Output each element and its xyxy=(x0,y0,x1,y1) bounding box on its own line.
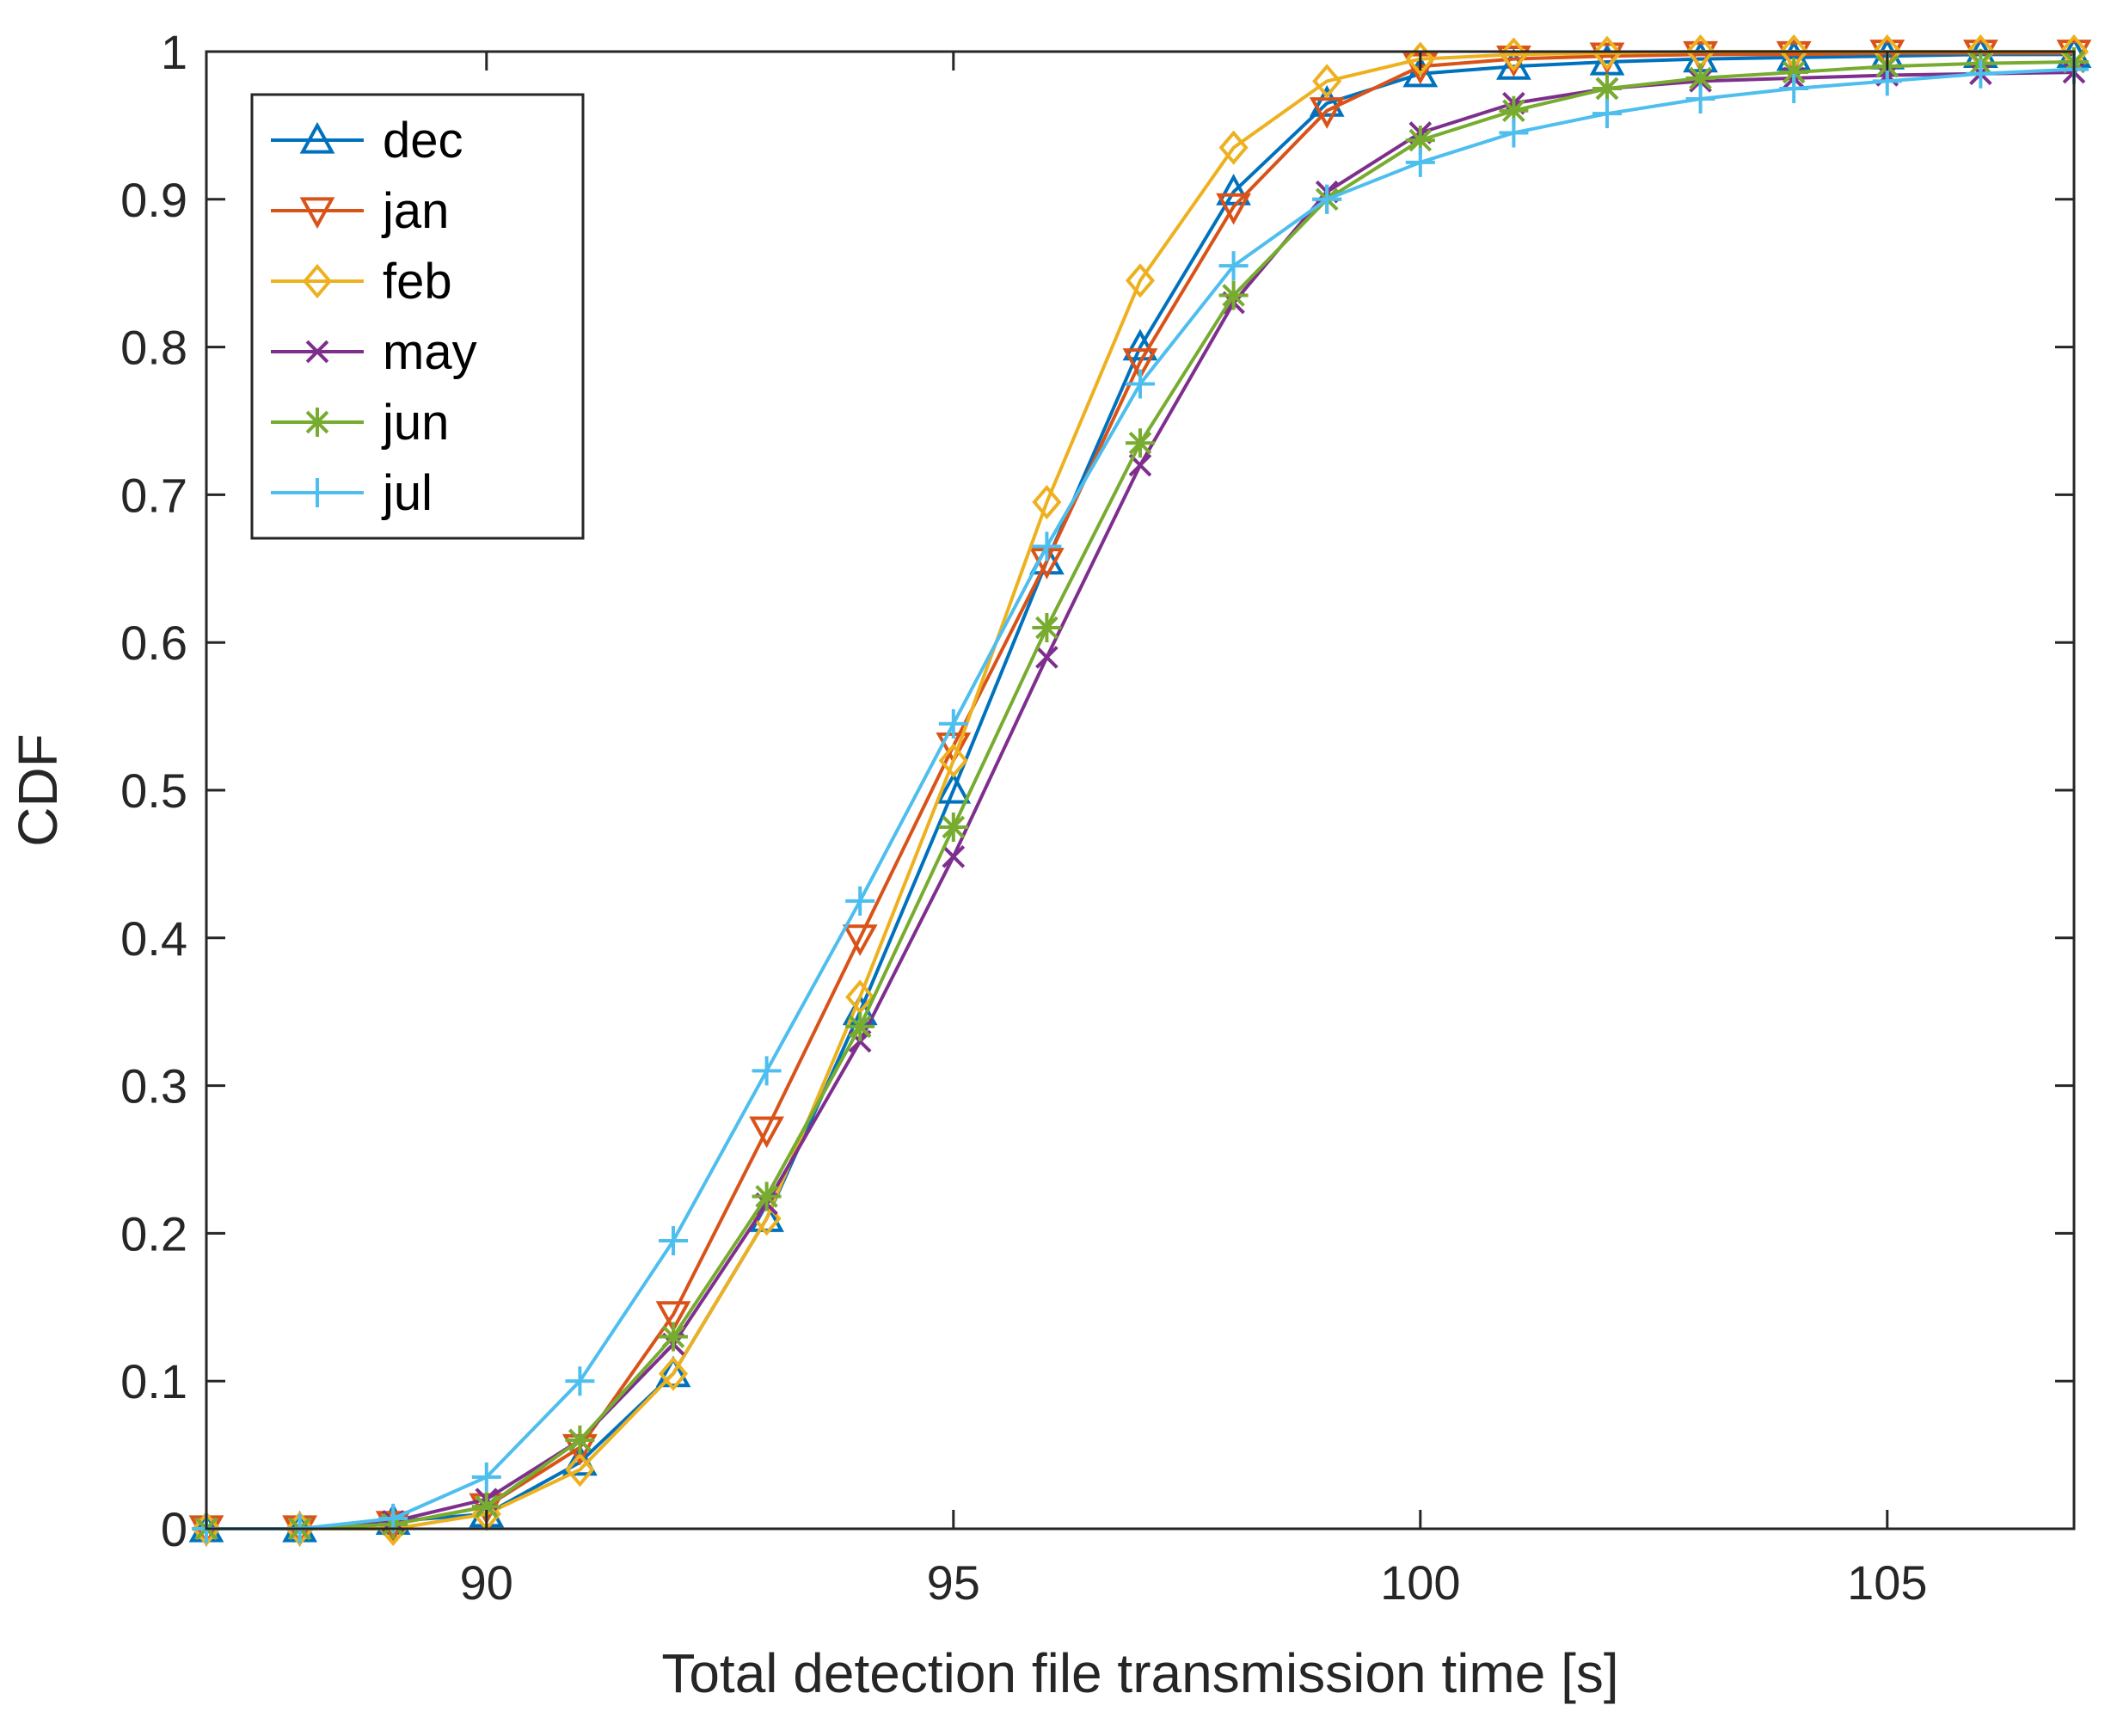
data-point-jan-92 xyxy=(655,1301,691,1334)
x-axis-label: Total detection file transmission time [… xyxy=(661,1642,1618,1704)
y-tick-label: 0.2 xyxy=(120,1206,187,1261)
data-point-jun-92 xyxy=(659,1322,688,1352)
legend-marker-may xyxy=(305,340,329,364)
data-point-jul-100 xyxy=(1405,147,1435,177)
legend-marker-feb xyxy=(302,263,333,299)
y-tick-label: 0.1 xyxy=(120,1354,187,1408)
legend-item-feb: feb xyxy=(271,254,452,310)
data-point-jun-91 xyxy=(565,1425,595,1455)
data-point-feb-94 xyxy=(845,979,875,1015)
data-point-jan-98 xyxy=(1216,193,1251,225)
data-point-jul-101 xyxy=(1499,118,1529,148)
data-point-jul-105 xyxy=(1872,66,1902,96)
data-point-jul-96 xyxy=(1032,531,1062,561)
legend: dec jan feb may jun jul xyxy=(250,93,585,540)
data-point-feb-98 xyxy=(1218,130,1249,165)
data-point-jun-93 xyxy=(752,1181,782,1212)
data-point-jun-101 xyxy=(1499,95,1529,126)
legend-item-jun: jun xyxy=(271,395,449,451)
data-point-jul-106 xyxy=(1966,58,1996,89)
data-point-jul-99 xyxy=(1312,184,1342,214)
data-point-jul-93 xyxy=(752,1056,782,1086)
data-point-jul-98 xyxy=(1218,251,1249,281)
y-tick-label: 0.9 xyxy=(120,173,187,227)
data-point-jan-105 xyxy=(1869,40,1905,71)
data-point-jul-92 xyxy=(659,1225,688,1255)
data-point-dec-99 xyxy=(1309,85,1345,117)
legend-item-jul: jul xyxy=(271,465,433,521)
legend-label-dec: dec xyxy=(383,113,463,169)
data-point-jul-95 xyxy=(938,709,968,739)
data-point-jul-94 xyxy=(845,886,875,916)
legend-label-feb: feb xyxy=(383,254,452,310)
data-point-may-96 xyxy=(1035,646,1058,669)
data-point-jun-97 xyxy=(1126,428,1155,458)
data-point-dec-101 xyxy=(1496,48,1531,80)
data-point-jan-93 xyxy=(749,1116,784,1149)
data-point-jul-91 xyxy=(565,1366,595,1396)
legend-item-dec: dec xyxy=(271,113,463,169)
data-point-jun-102 xyxy=(1592,73,1622,103)
data-point-dec-98 xyxy=(1216,174,1251,205)
data-point-dec-95 xyxy=(936,771,972,804)
data-point-feb-97 xyxy=(1125,263,1156,298)
y-tick-label: 0.4 xyxy=(120,911,187,966)
y-tick-label: 0.7 xyxy=(120,468,187,522)
y-axis-label: CDF xyxy=(7,733,69,847)
data-point-feb-102 xyxy=(1592,35,1623,71)
legend-label-jul: jul xyxy=(381,465,433,521)
legend-marker-jul xyxy=(303,478,332,507)
data-point-jul-104 xyxy=(1779,73,1809,103)
data-point-jul-90 xyxy=(471,1462,501,1492)
x-tick-label: 90 xyxy=(460,1555,513,1610)
y-tick-label: 0.6 xyxy=(120,616,187,670)
data-point-jul-97 xyxy=(1126,369,1155,399)
y-tick-label: 1 xyxy=(161,25,187,79)
y-tick-label: 0.8 xyxy=(120,321,187,375)
series-line-dec xyxy=(206,52,2074,1531)
legend-label-jan: jan xyxy=(381,183,449,239)
data-point-jan-99 xyxy=(1309,97,1345,129)
series-line-jan xyxy=(206,51,2074,1531)
data-point-jun-98 xyxy=(1218,280,1249,310)
data-point-jun-96 xyxy=(1032,613,1062,643)
x-tick-label: 105 xyxy=(1847,1555,1927,1610)
y-tick-label: 0.3 xyxy=(120,1059,187,1113)
data-point-jun-104 xyxy=(1779,58,1809,88)
data-point-feb-92 xyxy=(658,1356,689,1391)
data-point-jun-103 xyxy=(1685,63,1715,93)
data-point-jul-102 xyxy=(1592,99,1622,129)
legend-marker-jun xyxy=(303,408,332,437)
legend-marker-jan xyxy=(299,197,335,230)
data-point-jun-90 xyxy=(471,1492,501,1522)
data-point-dec-92 xyxy=(655,1355,691,1388)
legend-item-may: may xyxy=(271,324,477,380)
data-point-jun-100 xyxy=(1405,126,1435,156)
data-point-feb-91 xyxy=(565,1452,595,1488)
data-point-jun-94 xyxy=(845,1011,875,1041)
data-point-may-95 xyxy=(942,844,966,868)
data-point-feb-95 xyxy=(938,743,968,778)
legend-marker-dec xyxy=(299,121,335,154)
tick-layer: 90 95 100 105 0 0.1 0.2 0.3 0.4 0.5 0.6 0.7 0.8 0.9 1 xyxy=(120,25,2074,1610)
data-point-jan-97 xyxy=(1122,348,1158,380)
data-point-feb-99 xyxy=(1312,64,1342,99)
legend-label-may: may xyxy=(383,324,477,380)
legend-item-jan: jan xyxy=(271,183,449,239)
x-tick-label: 95 xyxy=(927,1555,980,1610)
legend-box xyxy=(250,93,585,540)
x-tick-label: 100 xyxy=(1380,1555,1460,1610)
data-point-jan-94 xyxy=(842,924,878,956)
data-point-feb-100 xyxy=(1405,41,1435,77)
data-point-feb-101 xyxy=(1499,37,1529,72)
legend-label-jun: jun xyxy=(381,395,449,451)
data-point-dec-100 xyxy=(1402,55,1439,88)
y-tick-label: 0 xyxy=(161,1502,187,1556)
data-point-jul-103 xyxy=(1685,83,1715,113)
data-point-feb-96 xyxy=(1032,484,1062,520)
y-tick-label: 0.5 xyxy=(120,764,187,818)
data-point-jun-95 xyxy=(938,812,968,842)
